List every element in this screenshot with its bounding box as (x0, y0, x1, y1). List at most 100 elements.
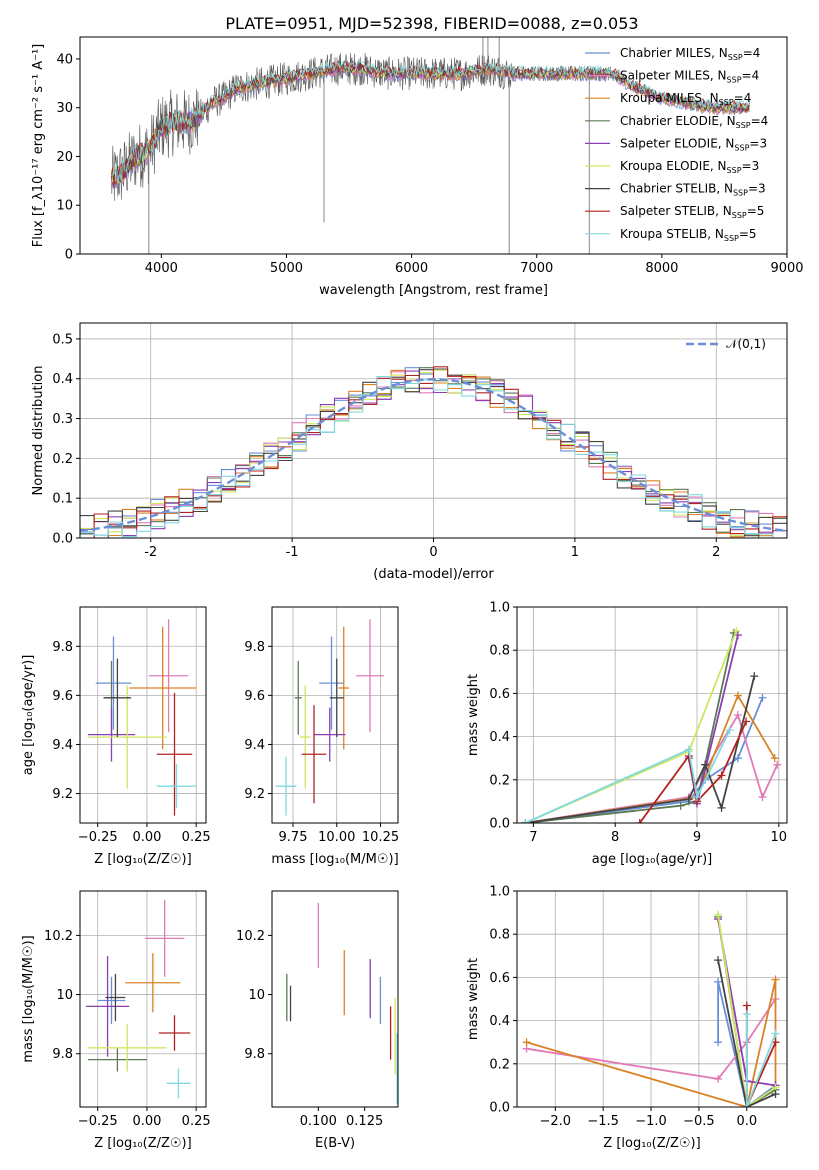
y-tick-label: 20 (56, 150, 73, 165)
y-tick-label: 0.0 (489, 1101, 510, 1116)
x-tick-label: 7000 (520, 261, 553, 276)
series-marker (714, 1038, 723, 1047)
series-marker (732, 626, 741, 635)
series-marker (717, 803, 726, 812)
y-axis-label: mass weight (466, 674, 481, 756)
y-tick-label: 9.4 (52, 738, 73, 753)
x-tick-label: 0.00 (132, 830, 161, 845)
y-axis-label: mass weight (466, 958, 481, 1040)
x-tick-label: −1.5 (587, 1114, 619, 1129)
legend-label: Kroupa MILES, NSSP=4 (620, 91, 751, 107)
x-tick-label: 0.25 (182, 1114, 211, 1129)
series-marker (758, 793, 767, 802)
x-axis-label: wavelength [Angstrom, rest frame] (319, 283, 548, 298)
series-marker (771, 975, 780, 984)
mass_vs_ebv-panel: 0.100 0.125 9.8 10 10.2 E(B-V) (236, 890, 399, 1151)
x-tick-label: 0 (429, 545, 437, 560)
x-axis-label: Z [log₁₀(Z/Z☉)] (94, 852, 191, 867)
series-line-5 (717, 914, 777, 1107)
age_vs_mass-panel: 9.75 10.00 10.25 9.2 9.4 9.6 9.8 mass [log₁₀(M/… (244, 606, 399, 867)
x-tick-label: -1 (286, 545, 299, 560)
legend-label: Salpeter STELIB, NSSP=5 (620, 204, 764, 220)
axes-frame (79, 606, 207, 824)
spectrum-panel: Chabrier MILES, NSSP=4 Salpeter MILES, NS… (31, 36, 804, 298)
errorbar-point (329, 658, 344, 738)
errorbar-point (275, 756, 297, 816)
legend: Chabrier MILES, NSSP=4 Salpeter MILES, NS… (585, 46, 768, 243)
axes-frame (271, 890, 399, 1108)
y-tick-label: 10.2 (44, 929, 73, 944)
x-tick-label: 10.00 (318, 830, 355, 845)
axes-frame (271, 606, 399, 824)
figure-title: PLATE=0951, MJD=52398, FIBERID=0088, z=0… (225, 14, 638, 33)
axes-frame (516, 606, 788, 824)
axes-frame (79, 890, 207, 1108)
mass_vs_Z-panel: −0.25 0.00 0.25 9.8 10 10.2 Z [log₁₀(Z/Z☉)] mas… (21, 890, 211, 1151)
plot-area (110, 37, 750, 254)
model-line-8 (111, 60, 750, 182)
x-tick-label: −1.0 (635, 1114, 667, 1129)
series-marker (714, 956, 723, 965)
x-tick-label: 7 (529, 830, 537, 845)
x-tick-label: 9000 (770, 261, 803, 276)
series-marker (714, 977, 723, 986)
x-tick-label: 8000 (645, 261, 678, 276)
x-tick-label: 1 (571, 545, 579, 560)
series-marker (758, 693, 767, 702)
plot-area (80, 366, 787, 538)
series-marker (684, 795, 693, 804)
errorbar-point (166, 1068, 191, 1099)
series-marker (750, 672, 759, 681)
y-tick-label: 0.6 (489, 971, 510, 986)
y-tick-label: 0.6 (489, 687, 510, 702)
histogram-8 (80, 376, 787, 538)
errorbar-point (125, 953, 181, 1013)
y-tick-label: 30 (56, 101, 73, 116)
series-line-6 (717, 959, 776, 1107)
y-axis-label: Normed distribution (31, 366, 46, 496)
axes-frame (516, 890, 788, 1108)
series-marker (701, 760, 710, 769)
plot-area (522, 910, 780, 1107)
y-tick-label: 9.4 (244, 738, 265, 753)
errorbar-point (103, 658, 132, 738)
series-marker (693, 793, 701, 802)
errorbar-point (87, 1047, 147, 1072)
y-tick-label: 1.0 (489, 885, 510, 900)
series-line-8 (524, 729, 731, 823)
y-tick-label: 0.1 (52, 492, 73, 507)
y-tick-label: 0.2 (52, 452, 73, 467)
errorbar-point (87, 685, 167, 789)
y-tick-label: 9.2 (52, 787, 73, 802)
y-tick-label: 10 (56, 988, 73, 1003)
x-tick-label: −0.25 (78, 830, 118, 845)
errorbar-point (301, 705, 327, 804)
series-marker (773, 760, 782, 769)
legend-label: Salpeter MILES, NSSP=4 (620, 69, 759, 85)
series-marker (742, 1103, 751, 1107)
plot-area (87, 619, 197, 816)
plot-area (85, 899, 191, 1099)
y-axis-label: Flux [f_λ10⁻¹⁷ erg cm⁻² s⁻¹ A⁻¹] (31, 44, 46, 248)
y-tick-label: 9.8 (244, 640, 265, 655)
x-tick-label: 6000 (395, 261, 428, 276)
y-tick-label: 0.8 (489, 928, 510, 943)
legend-label: 𝒩(0,1) (726, 337, 766, 351)
y-tick-label: 9.2 (244, 787, 265, 802)
massweight_vs_Z-panel: −2.0 −1.5 −1.0 −0.5 0.0 0.0 0.2 0.4 0.6 0.8 1.0 Z [… (466, 885, 788, 1151)
errorbar-point (356, 619, 384, 733)
x-tick-label: 8 (611, 830, 619, 845)
series-marker (676, 801, 685, 810)
series-marker (742, 717, 751, 726)
histogram-7 (80, 366, 787, 538)
errorbar-point (156, 764, 197, 809)
x-tick-label: 0.0 (736, 1114, 757, 1129)
y-tick-label: 40 (56, 52, 73, 67)
series-marker (733, 691, 742, 700)
errorbar-point (87, 1024, 167, 1072)
x-tick-label: 2 (712, 545, 720, 560)
x-tick-label: 9.75 (279, 830, 308, 845)
normal-curve (80, 377, 787, 533)
series-marker (684, 745, 693, 754)
series-marker (635, 819, 644, 823)
